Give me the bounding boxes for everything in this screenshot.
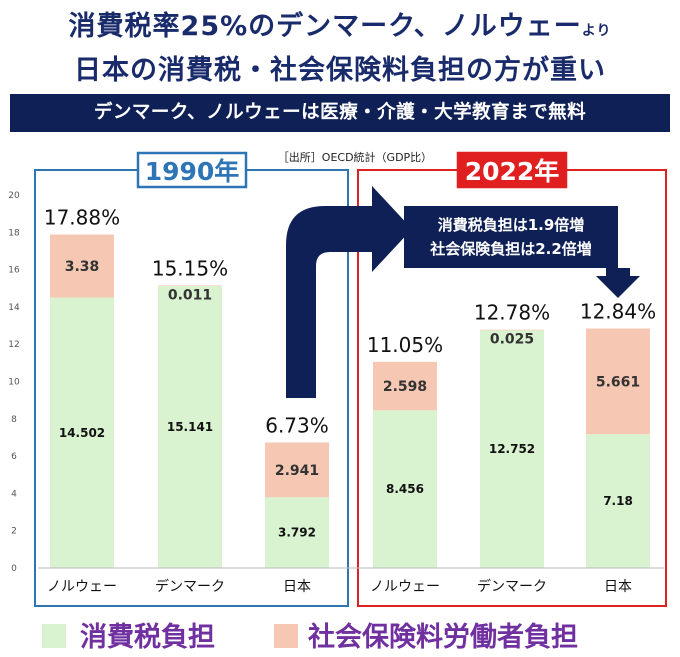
legend-swatch-consumption: [42, 624, 66, 648]
bar-consumption: [480, 330, 544, 568]
y-tick-label: 20: [8, 191, 20, 201]
category-label: 日本: [283, 579, 311, 595]
bar-social: [586, 328, 650, 435]
y-tick-label: 2: [11, 527, 17, 537]
total-label: 15.15%: [152, 256, 228, 280]
total-label: 12.78%: [474, 301, 550, 325]
group-label-box-1: [456, 151, 568, 189]
total-label: 17.88%: [44, 206, 120, 230]
category-label: ノルウェー: [47, 579, 117, 595]
bar-consumption: [373, 410, 437, 568]
value-label-consumption: 12.752: [489, 442, 535, 456]
value-label-consumption: 8.456: [386, 482, 424, 496]
y-tick-label: 18: [8, 228, 20, 238]
category-label: 日本: [604, 579, 632, 595]
value-label-consumption: 14.502: [59, 426, 105, 440]
y-tick-label: 14: [8, 303, 20, 313]
title-line-2: 日本の消費税・社会保険料負担の方が重い: [74, 55, 606, 86]
value-label-social: 2.598: [383, 379, 427, 395]
bar-social: [373, 361, 437, 411]
y-tick-label: 10: [8, 378, 20, 388]
bar-consumption: [50, 297, 114, 568]
bar-social: [158, 285, 222, 287]
category-label: デンマーク: [155, 578, 225, 595]
value-label-consumption: 3.792: [278, 526, 316, 540]
group-label-box-0: [136, 151, 248, 189]
value-label-social: 5.661: [596, 374, 640, 390]
category-label: ノルウェー: [370, 579, 440, 595]
down-arrow: [596, 268, 640, 298]
bar-social: [480, 329, 544, 331]
bar-consumption: [586, 434, 650, 568]
value-label-social: 2.941: [275, 463, 319, 479]
legend-label: 社会保険料労働者負担: [308, 621, 578, 653]
value-label-social: 0.025: [490, 332, 534, 348]
y-tick-label: 0: [11, 564, 17, 574]
source-note: ［出所］OECD統計（GDP比）: [278, 150, 432, 164]
y-tick-label: 4: [11, 489, 17, 499]
legend-label: 消費税負担: [80, 622, 215, 653]
value-label-social: 3.38: [65, 259, 100, 275]
y-tick-label: 16: [8, 266, 20, 276]
value-label-consumption: 15.141: [167, 420, 213, 434]
value-label-social: 0.011: [168, 287, 212, 303]
title-line-1: 消費税率25%のデンマーク、ノルウェーより: [0, 4, 680, 43]
value-label-consumption: 7.18: [603, 494, 633, 508]
bar-social: [50, 234, 114, 298]
total-label: 6.73%: [265, 413, 329, 437]
annotation-text: 消費税負担は1.9倍増: [438, 216, 585, 234]
legend-swatch-social: [274, 624, 298, 648]
group-label: 2022年: [465, 157, 560, 186]
y-tick-label: 8: [11, 415, 17, 425]
y-tick-label: 6: [11, 452, 17, 462]
bar-social: [265, 442, 329, 498]
y-tick-label: 12: [8, 340, 19, 350]
bar-consumption: [265, 497, 329, 568]
annotation-box: [404, 206, 618, 268]
total-label: 12.84%: [580, 300, 656, 324]
title-line-1-main: 消費税率25%のデンマーク、ノルウェー: [68, 11, 582, 42]
bar-consumption: [158, 285, 222, 568]
title-line-1-suffix: より: [581, 23, 612, 39]
trend-arrow: [286, 186, 412, 398]
group-label: 1990年: [145, 157, 240, 186]
category-label: デンマーク: [477, 578, 547, 595]
total-label: 11.05%: [367, 333, 443, 357]
banner: デンマーク、ノルウェーは医療・介護・大学教育まで無料: [10, 94, 670, 132]
annotation-text: 社会保険負担は2.2倍増: [429, 240, 592, 258]
